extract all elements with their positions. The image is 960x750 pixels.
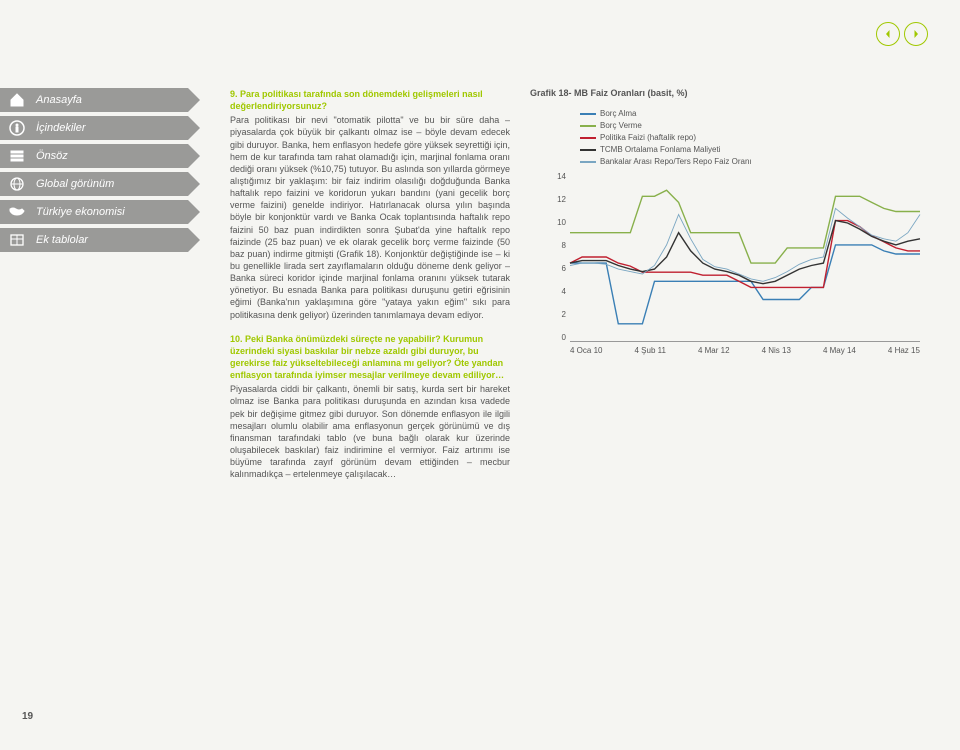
legend-item-tcmb: TCMB Ortalama Fonlama Maliyeti [580, 144, 930, 156]
info-icon [6, 117, 28, 139]
chart-title: Grafik 18- MB Faiz Oranları (basit, %) [530, 88, 930, 98]
q9-title: 9. Para politikası tarafında son dönemde… [230, 88, 510, 112]
turkey-icon [6, 201, 28, 223]
legend-item-politika: Politika Faizi (haftalik repo) [580, 132, 930, 144]
sidebar-item-label: Türkiye ekonomisi [36, 206, 125, 218]
globe-icon [6, 173, 28, 195]
sidebar-item-0[interactable]: Anasayfa [0, 88, 188, 112]
x-axis-labels: 4 Oca 104 Şub 114 Mar 124 Nis 134 May 14… [570, 346, 920, 355]
sidebar-item-label: Global görünüm [36, 178, 114, 190]
prev-page-button[interactable] [876, 22, 900, 46]
legend-item-borc_alma: Borç Alma [580, 108, 930, 120]
home-icon [6, 89, 28, 111]
q10-title: 10. Peki Banka önümüzdeki süreçte ne yap… [230, 333, 510, 382]
sidebar-item-label: Ek tablolar [36, 234, 88, 246]
y-axis-labels: 14121086420 [552, 172, 566, 342]
plot-area [570, 172, 920, 342]
chart: 14121086420 4 Oca 104 Şub 114 Mar 124 Ni… [530, 172, 930, 372]
q10-body: Piyasalarda ciddi bir çalkantı, önemli b… [230, 383, 510, 480]
sidebar-item-4[interactable]: Türkiye ekonomisi [0, 200, 188, 224]
legend-item-borc_verme: Borç Verme [580, 120, 930, 132]
sidebar-item-1[interactable]: İçindekiler [0, 116, 188, 140]
sidebar-item-label: Anasayfa [36, 94, 82, 106]
list-icon [6, 145, 28, 167]
sidebar-item-5[interactable]: Ek tablolar [0, 228, 188, 252]
series-politika [570, 221, 920, 288]
next-page-button[interactable] [904, 22, 928, 46]
sidebar-item-label: İçindekiler [36, 122, 86, 134]
q9-body: Para politikası bir nevi "otomatik pilot… [230, 114, 510, 320]
sidebar-item-label: Önsöz [36, 150, 68, 162]
sidebar-nav: Anasayfa İçindekiler Önsöz Global görünüm Tü… [0, 88, 188, 252]
sidebar-item-2[interactable]: Önsöz [0, 144, 188, 168]
series-tcmb [570, 221, 920, 284]
series-borc_verme [570, 190, 920, 263]
page-number: 19 [22, 711, 33, 722]
legend-item-bankalar: Bankalar Arası Repo/Ters Repo Faiz Oranı [580, 156, 930, 168]
chart-legend: Borç AlmaBorç VermePolitika Faizi (hafta… [580, 108, 930, 168]
sidebar-item-3[interactable]: Global görünüm [0, 172, 188, 196]
text-column: 9. Para politikası tarafında son dönemde… [230, 88, 510, 492]
table-icon [6, 229, 28, 251]
